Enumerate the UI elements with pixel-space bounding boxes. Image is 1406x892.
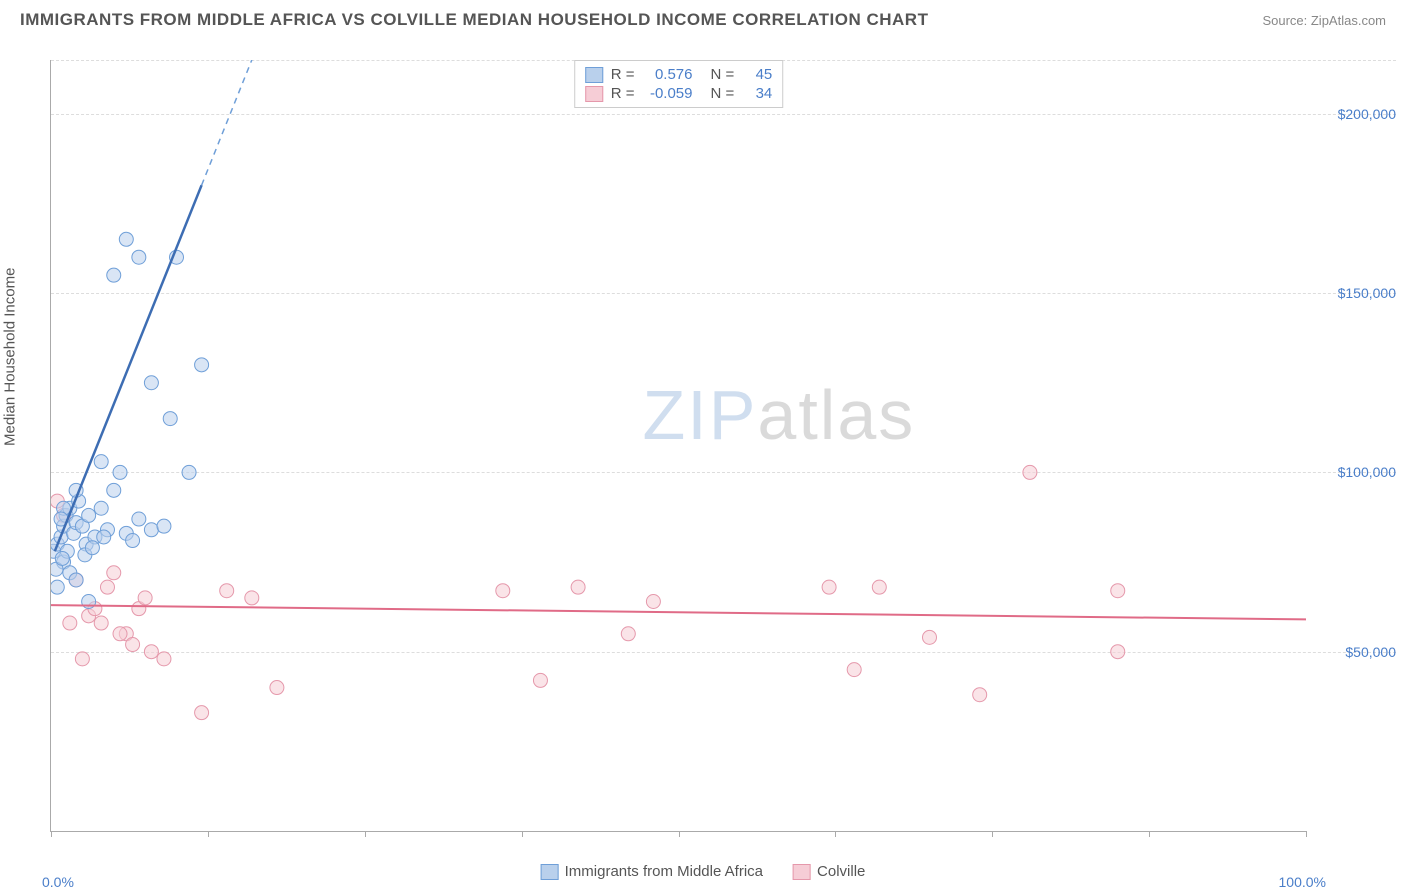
x-min-label: 0.0% xyxy=(42,874,74,890)
data-point xyxy=(107,566,121,580)
x-tick xyxy=(522,831,523,837)
data-point xyxy=(496,584,510,598)
data-point xyxy=(107,483,121,497)
data-point xyxy=(270,681,284,695)
data-point xyxy=(195,706,209,720)
data-point xyxy=(533,673,547,687)
data-point xyxy=(144,376,158,390)
n-value: 34 xyxy=(742,85,772,102)
data-point xyxy=(1023,465,1037,479)
data-point xyxy=(220,584,234,598)
legend-stat-row: R = 0.576 N = 45 xyxy=(585,65,773,84)
data-point xyxy=(245,591,259,605)
legend-swatch-icon xyxy=(541,864,559,880)
n-value: 45 xyxy=(742,66,772,83)
data-point xyxy=(872,580,886,594)
r-value: 0.576 xyxy=(643,66,693,83)
y-tick-label: $100,000 xyxy=(1311,464,1396,480)
series-legend: Immigrants from Middle Africa Colville xyxy=(541,863,866,880)
x-tick xyxy=(1306,831,1307,837)
x-tick xyxy=(679,831,680,837)
legend-label: Immigrants from Middle Africa xyxy=(565,863,763,880)
data-point xyxy=(621,627,635,641)
trend-line xyxy=(202,60,252,185)
data-point xyxy=(82,508,96,522)
data-point xyxy=(107,268,121,282)
correlation-legend: R = 0.576 N = 45 R = -0.059 N = 34 xyxy=(574,60,784,108)
data-point xyxy=(113,627,127,641)
x-max-label: 100.0% xyxy=(1279,874,1326,890)
r-value: -0.059 xyxy=(643,85,693,102)
data-point xyxy=(85,541,99,555)
data-point xyxy=(847,663,861,677)
data-point xyxy=(195,358,209,372)
trend-line xyxy=(51,605,1306,619)
y-tick-label: $200,000 xyxy=(1311,106,1396,122)
data-point xyxy=(182,465,196,479)
legend-label: Colville xyxy=(817,863,865,880)
data-point xyxy=(923,630,937,644)
x-tick xyxy=(208,831,209,837)
legend-swatch-icon xyxy=(793,864,811,880)
data-point xyxy=(163,412,177,426)
data-point xyxy=(144,523,158,537)
data-point xyxy=(51,580,64,594)
legend-item-pink: Colville xyxy=(793,863,865,880)
data-point xyxy=(571,580,585,594)
data-point xyxy=(69,573,83,587)
legend-stat-row: R = -0.059 N = 34 xyxy=(585,84,773,103)
data-point xyxy=(94,455,108,469)
data-point xyxy=(1111,645,1125,659)
data-point xyxy=(132,250,146,264)
y-axis-label: Median Household Income xyxy=(2,268,19,446)
x-tick xyxy=(51,831,52,837)
data-point xyxy=(75,652,89,666)
data-point xyxy=(119,232,133,246)
x-tick xyxy=(835,831,836,837)
x-tick xyxy=(365,831,366,837)
r-label: R = xyxy=(611,66,635,83)
data-point xyxy=(55,551,69,565)
page-title: IMMIGRANTS FROM MIDDLE AFRICA VS COLVILL… xyxy=(20,10,928,30)
legend-item-blue: Immigrants from Middle Africa xyxy=(541,863,763,880)
r-label: R = xyxy=(611,85,635,102)
data-point xyxy=(822,580,836,594)
x-tick xyxy=(992,831,993,837)
data-point xyxy=(973,688,987,702)
data-point xyxy=(157,652,171,666)
data-point xyxy=(144,645,158,659)
data-point xyxy=(113,465,127,479)
y-tick-label: $50,000 xyxy=(1311,644,1396,660)
data-point xyxy=(100,580,114,594)
data-point xyxy=(94,501,108,515)
legend-swatch-icon xyxy=(585,86,603,102)
data-point xyxy=(1111,584,1125,598)
n-label: N = xyxy=(711,85,735,102)
data-point xyxy=(132,512,146,526)
x-tick xyxy=(1149,831,1150,837)
data-point xyxy=(157,519,171,533)
data-point xyxy=(126,638,140,652)
y-tick-label: $150,000 xyxy=(1311,285,1396,301)
data-point xyxy=(94,616,108,630)
scatter-chart: ZIPatlas R =0.576N =45R =-0.059N =34 $50… xyxy=(50,60,1306,832)
data-point xyxy=(97,530,111,544)
data-point xyxy=(646,594,660,608)
data-point xyxy=(138,591,152,605)
n-label: N = xyxy=(711,66,735,83)
legend-swatch-icon xyxy=(585,67,603,83)
source-label: Source: ZipAtlas.com xyxy=(1262,13,1386,28)
data-point xyxy=(63,616,77,630)
data-point xyxy=(126,534,140,548)
